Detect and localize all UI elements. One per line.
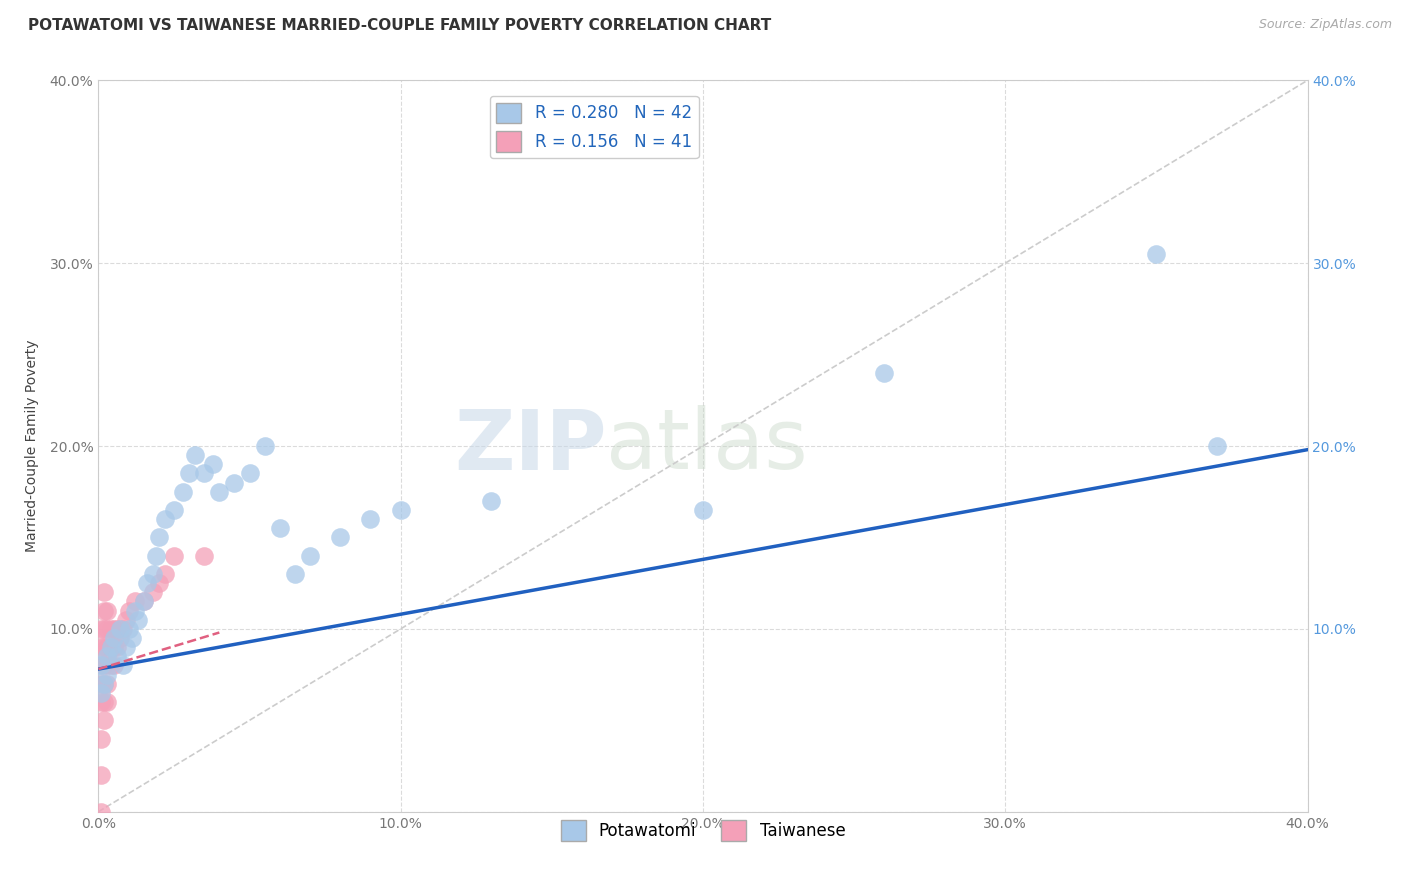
Potawatomi xyxy=(202,457,225,471)
Potawatomi xyxy=(135,576,157,591)
Potawatomi xyxy=(103,631,125,645)
Text: Source: ZipAtlas.com: Source: ZipAtlas.com xyxy=(1258,18,1392,31)
Potawatomi xyxy=(148,530,170,544)
Potawatomi xyxy=(132,594,155,608)
Potawatomi xyxy=(127,613,149,627)
Taiwanese xyxy=(148,576,170,591)
Taiwanese xyxy=(124,594,146,608)
Potawatomi xyxy=(90,658,112,673)
Text: ZIP: ZIP xyxy=(454,406,606,486)
Potawatomi xyxy=(105,649,128,664)
Taiwanese xyxy=(105,622,128,636)
Taiwanese xyxy=(90,768,112,782)
Potawatomi xyxy=(873,366,896,380)
Taiwanese xyxy=(93,640,115,655)
Text: atlas: atlas xyxy=(606,406,808,486)
Taiwanese xyxy=(103,640,125,655)
Taiwanese xyxy=(100,622,122,636)
Potawatomi xyxy=(142,567,165,582)
Potawatomi xyxy=(224,475,246,490)
Potawatomi xyxy=(389,503,412,517)
Taiwanese xyxy=(90,676,112,690)
Taiwanese xyxy=(90,622,112,636)
Taiwanese xyxy=(90,805,112,819)
Potawatomi xyxy=(153,512,176,526)
Potawatomi xyxy=(114,640,136,655)
Taiwanese xyxy=(90,695,112,709)
Taiwanese xyxy=(93,603,115,617)
Taiwanese xyxy=(100,658,122,673)
Text: POTAWATOMI VS TAIWANESE MARRIED-COUPLE FAMILY POVERTY CORRELATION CHART: POTAWATOMI VS TAIWANESE MARRIED-COUPLE F… xyxy=(28,18,772,33)
Potawatomi xyxy=(145,549,167,563)
Taiwanese xyxy=(90,640,112,655)
Potawatomi xyxy=(193,467,215,481)
Potawatomi xyxy=(184,448,207,462)
Potawatomi xyxy=(179,467,201,481)
Potawatomi xyxy=(299,549,322,563)
Taiwanese xyxy=(96,695,118,709)
Taiwanese xyxy=(93,676,115,690)
Taiwanese xyxy=(93,658,115,673)
Taiwanese xyxy=(132,594,155,608)
Taiwanese xyxy=(118,603,141,617)
Taiwanese xyxy=(114,613,136,627)
Potawatomi xyxy=(124,603,146,617)
Taiwanese xyxy=(105,640,128,655)
Taiwanese xyxy=(90,731,112,746)
Taiwanese xyxy=(96,603,118,617)
Potawatomi xyxy=(239,467,262,481)
Y-axis label: Married-Couple Family Poverty: Married-Couple Family Poverty xyxy=(24,340,38,552)
Taiwanese xyxy=(93,695,115,709)
Potawatomi xyxy=(90,686,112,700)
Taiwanese xyxy=(103,658,125,673)
Taiwanese xyxy=(111,622,134,636)
Potawatomi xyxy=(121,631,143,645)
Taiwanese xyxy=(153,567,176,582)
Potawatomi xyxy=(100,640,122,655)
Potawatomi xyxy=(163,503,186,517)
Potawatomi xyxy=(284,567,307,582)
Potawatomi xyxy=(1206,439,1229,453)
Potawatomi xyxy=(93,676,115,690)
Potawatomi xyxy=(108,622,131,636)
Potawatomi xyxy=(208,484,231,499)
Potawatomi xyxy=(269,521,291,535)
Taiwanese xyxy=(108,631,131,645)
Potawatomi xyxy=(172,484,194,499)
Potawatomi xyxy=(96,649,118,664)
Taiwanese xyxy=(100,640,122,655)
Potawatomi xyxy=(692,503,714,517)
Taiwanese xyxy=(96,676,118,690)
Taiwanese xyxy=(96,658,118,673)
Potawatomi xyxy=(481,494,503,508)
Taiwanese xyxy=(193,549,215,563)
Potawatomi xyxy=(360,512,382,526)
Taiwanese xyxy=(93,622,115,636)
Taiwanese xyxy=(163,549,186,563)
Potawatomi xyxy=(253,439,276,453)
Potawatomi xyxy=(329,530,352,544)
Legend: Potawatomi, Taiwanese: Potawatomi, Taiwanese xyxy=(554,814,852,847)
Potawatomi xyxy=(96,667,118,681)
Potawatomi xyxy=(1144,247,1167,261)
Taiwanese xyxy=(96,640,118,655)
Taiwanese xyxy=(90,658,112,673)
Taiwanese xyxy=(96,622,118,636)
Taiwanese xyxy=(93,714,115,728)
Taiwanese xyxy=(103,622,125,636)
Potawatomi xyxy=(111,658,134,673)
Potawatomi xyxy=(118,622,141,636)
Taiwanese xyxy=(142,585,165,599)
Taiwanese xyxy=(93,585,115,599)
